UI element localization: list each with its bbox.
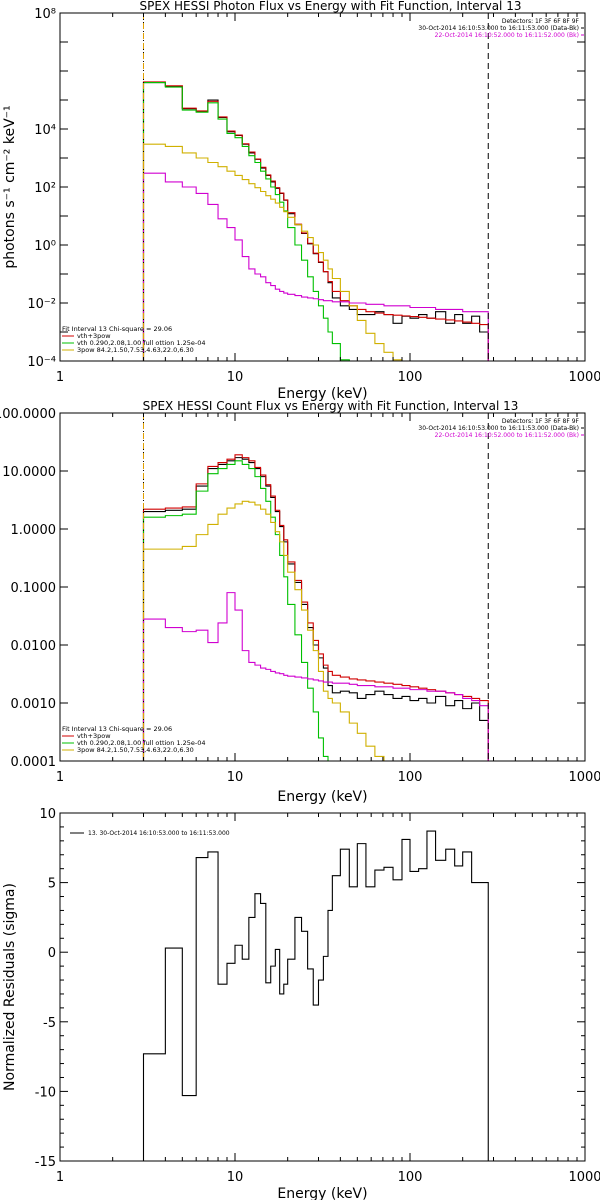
y-tick-label: 10⁻² <box>27 297 56 312</box>
legend-bottom-entry: vth+3pow <box>77 332 111 340</box>
series-line-3 <box>142 81 350 361</box>
y-tick-label: 10⁴ <box>34 123 56 138</box>
legend-residual-entry: 13. 30-Oct-2014 16:10:53.000 to 16:11:53… <box>88 830 230 837</box>
legend-bottom-entry: vth 0.290,2.08,1.00 full ottion 1.25e-04 <box>77 739 206 747</box>
y-tick-label: 10² <box>34 181 56 196</box>
x-axis-label: Energy (keV) <box>277 789 367 805</box>
series-line-2 <box>142 81 489 361</box>
series-line-2 <box>142 454 489 761</box>
y-tick-label: 100.0000 <box>0 407 56 422</box>
x-tick-label: 10 <box>227 1170 244 1185</box>
y-tick-label: 0 <box>48 946 56 961</box>
y-axis-label: photons s⁻¹ cm⁻² keV⁻¹ <box>2 105 18 268</box>
y-tick-label: -5 <box>43 1016 56 1031</box>
y-tick-label: 10⁰ <box>34 239 56 254</box>
y-tick-label: 5 <box>48 877 56 892</box>
y-tick-label: 10⁻⁴ <box>27 355 56 370</box>
x-tick-label: 1 <box>56 1170 64 1185</box>
y-tick-label: -10 <box>35 1085 56 1100</box>
y-tick-label: -15 <box>35 1155 56 1170</box>
x-tick-label: 100 <box>398 770 423 785</box>
y-axis-label: Normalized Residuals (sigma) <box>2 883 18 1091</box>
legend-bottom-entry: Fit Interval 13 Chi-square = 29.06 <box>62 325 172 333</box>
x-tick-label: 1 <box>56 370 64 385</box>
plot-frame <box>59 412 586 762</box>
series-group <box>142 81 489 361</box>
y-tick-label: 0.1000 <box>11 581 57 596</box>
series-line-5 <box>142 172 489 361</box>
series-group <box>142 454 489 761</box>
y-tick-label: 10.0000 <box>2 465 56 480</box>
x-tick-label: 100 <box>398 370 423 385</box>
legend-bottom-entry: Fit Interval 13 Chi-square = 29.06 <box>62 725 172 733</box>
plot-frame <box>59 12 586 362</box>
x-axis-label: Energy (keV) <box>277 1186 367 1200</box>
y-tick-label: 10⁸ <box>34 7 56 22</box>
x-tick-label: 1000 <box>568 1170 600 1185</box>
legend-bottom-entry: vth+3pow <box>77 732 111 740</box>
legend-top-entry: Detectors: 1F 3F 6F 8F 9F <box>502 18 580 25</box>
x-tick-label: 10 <box>227 770 244 785</box>
chart-title: SPEX HESSI Count Flux vs Energy with Fit… <box>143 399 519 413</box>
legend-bottom-entry: vth 0.290,2.08,1.00 full ottion 1.25e-04 <box>77 339 206 347</box>
legend-bottom-entry: 3pow 84.2,1.50,7.53,4.63,22.0,6.30 <box>77 346 194 354</box>
y-tick-label: 10 <box>39 807 56 822</box>
series-line-4 <box>142 143 403 361</box>
x-tick-label: 100 <box>398 1170 423 1185</box>
series-line-3 <box>142 460 341 761</box>
series-line-1 <box>142 457 489 761</box>
y-tick-label: 0.0010 <box>11 697 57 712</box>
x-tick-label: 1000 <box>568 370 600 385</box>
x-tick-label: 1000 <box>568 770 600 785</box>
series-line-1 <box>142 830 489 1161</box>
x-axis-label: Energy (keV) <box>277 386 367 402</box>
series-line-4 <box>142 500 402 761</box>
legend-top-entry: Detectors: 1F 3F 6F 8F 9F <box>502 418 580 425</box>
legend-top-entry: 30-Oct-2014 16:10:53.000 to 16:11:53.000… <box>418 425 579 432</box>
plot-frame <box>59 812 586 1162</box>
x-tick-label: 1 <box>56 770 64 785</box>
y-tick-label: 0.0001 <box>11 755 57 770</box>
legend-top-entry: 22-Oct-2014 16:10:52.000 to 16:11:52.000… <box>435 32 579 39</box>
y-tick-label: 0.0100 <box>11 639 57 654</box>
chart-panel-1: SPEX HESSI Photon Flux vs Energy with Fi… <box>2 0 600 402</box>
chart-panel-3: 1 10 100 1000 -15 -10 -5 0 5 10 Energy (keV) Normal… <box>2 807 600 1200</box>
chart-title: SPEX HESSI Photon Flux vs Energy with Fi… <box>140 0 522 13</box>
legend-bottom-entry: 3pow 84.2,1.50,7.53,4.63,22.0,6.30 <box>77 746 194 754</box>
chart-panel-2: SPEX HESSI Count Flux vs Energy with Fit… <box>0 399 600 805</box>
series-group <box>142 830 489 1161</box>
legend-top-entry: 22-Oct-2014 16:10:52.000 to 16:11:52.000… <box>435 432 579 439</box>
y-tick-label: 1.0000 <box>11 523 57 538</box>
legend-top-entry: 30-Oct-2014 16:10:53.000 to 16:11:53.000… <box>418 25 579 32</box>
series-line-5 <box>142 592 489 761</box>
x-tick-label: 10 <box>227 370 244 385</box>
